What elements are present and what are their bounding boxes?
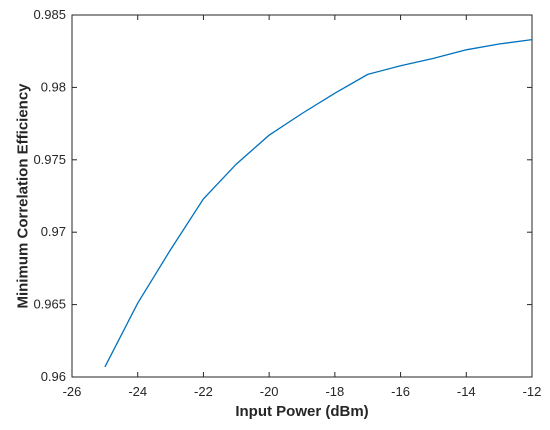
x-axis-ticks: -26 -24 -22 -20 -18 -16 -14 -12 [63, 15, 542, 399]
x-tick-label: -24 [128, 384, 147, 399]
y-tick-label: 0.965 [33, 297, 66, 312]
x-tick-label: -16 [391, 384, 410, 399]
x-tick-label: -14 [457, 384, 476, 399]
x-tick-label: -12 [523, 384, 542, 399]
y-tick-label: 0.985 [33, 7, 66, 22]
y-tick-label: 0.96 [41, 369, 66, 384]
x-tick-label: -20 [260, 384, 279, 399]
x-tick-label: -18 [325, 384, 344, 399]
y-tick-label: 0.98 [41, 79, 66, 94]
series-layer [104, 38, 533, 368]
y-axis-ticks: 0.96 0.965 0.97 0.975 0.98 0.985 [33, 7, 532, 384]
y-tick-label: 0.97 [41, 224, 66, 239]
y-tick-label: 0.975 [33, 152, 66, 167]
x-tick-label: -26 [63, 384, 82, 399]
x-axis-label: Input Power (dBm) [235, 403, 368, 420]
x-tick-label: -22 [194, 384, 213, 399]
series-line [104, 38, 533, 368]
plot-area [71, 14, 533, 378]
y-axis-label: Minimum Correlation Efficiency [14, 83, 31, 309]
